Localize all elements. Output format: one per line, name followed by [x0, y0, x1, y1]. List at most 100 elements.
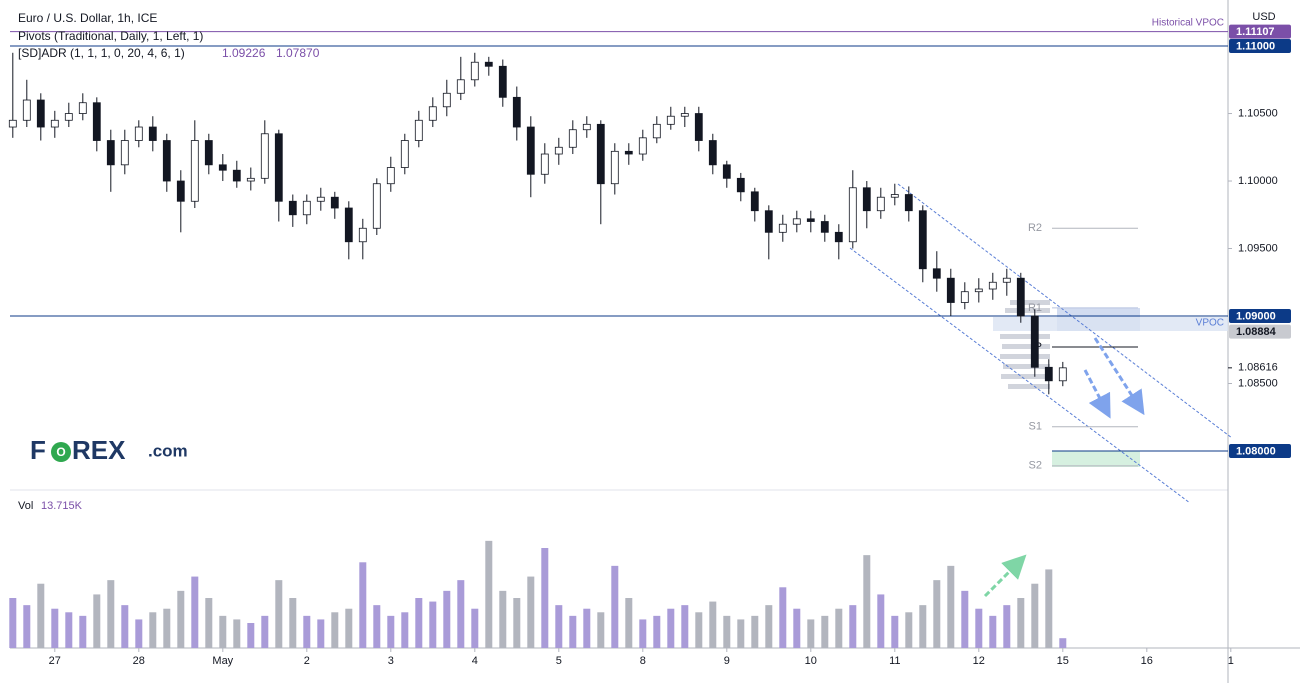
candle-body — [106, 140, 115, 166]
x-tick-label: 1 — [1228, 655, 1234, 667]
volume-bar — [597, 612, 605, 648]
candle-body — [246, 177, 255, 182]
candle-body — [1030, 315, 1039, 368]
candle-body — [862, 187, 871, 212]
volume-bar — [23, 605, 31, 648]
level-label: 1.11000 — [1236, 40, 1275, 52]
volume-bar — [611, 565, 619, 648]
profile-bar — [1000, 334, 1050, 339]
candle-body — [288, 200, 297, 216]
volume-bar — [261, 615, 269, 648]
x-tick-label: 3 — [388, 655, 394, 667]
pivot-label: R2 — [1028, 222, 1042, 234]
candles-layer — [8, 52, 1067, 648]
volume-bar — [499, 590, 507, 648]
volume-bar — [541, 548, 549, 648]
volume-bar — [667, 608, 675, 648]
volume-bar — [51, 608, 59, 648]
pivot-label: S2 — [1029, 460, 1042, 472]
y-tick-label: 1.10500 — [1238, 107, 1278, 119]
candle-body — [778, 223, 787, 233]
candle-body — [204, 140, 213, 166]
volume-bar — [877, 594, 885, 648]
volume-bar — [653, 615, 661, 648]
level-label: 1.09000 — [1236, 310, 1276, 322]
chart-title: Euro / U.S. Dollar, 1h, ICE — [18, 11, 157, 25]
volume-bar — [835, 608, 843, 648]
volume-bar — [807, 619, 815, 648]
candle-body — [596, 123, 605, 185]
candle-body — [358, 227, 367, 243]
volume-bar — [569, 615, 577, 648]
candle-body — [400, 140, 409, 168]
logo-text: F — [30, 435, 46, 465]
candle-body — [386, 167, 395, 185]
candle-body — [36, 99, 45, 128]
volume-bar — [247, 623, 255, 648]
candle-body — [162, 140, 171, 182]
candle-body — [120, 140, 129, 166]
volume-bar — [1003, 605, 1011, 648]
y-tick-label: 1.09500 — [1238, 242, 1278, 254]
candle-body — [960, 291, 969, 303]
candle-body — [764, 210, 773, 233]
candle-body — [1058, 367, 1067, 382]
volume-bar — [709, 601, 717, 648]
volume-bar — [695, 612, 703, 648]
logo-coin-letter: O — [56, 445, 65, 459]
candle-body — [512, 96, 521, 128]
candle-body — [78, 102, 87, 114]
volume-bar — [107, 580, 115, 648]
volume-bar — [345, 608, 353, 648]
candle-body — [414, 119, 423, 141]
candle-body — [260, 133, 269, 179]
volume-bar — [975, 608, 983, 648]
candle-body — [526, 126, 535, 175]
volume-bar — [555, 605, 563, 648]
volume-bar — [9, 598, 17, 648]
volume-bar — [681, 605, 689, 648]
channel-lower — [849, 247, 1191, 504]
x-tick-label: May — [212, 655, 233, 667]
volume-bar — [471, 608, 479, 648]
volume-bar — [149, 612, 157, 648]
volume-bar — [513, 598, 521, 648]
indicator-label: [SD]ADR (1, 1, 1, 0, 20, 4, 6, 1) — [18, 46, 185, 60]
volume-bar — [373, 605, 381, 648]
volume-bar — [849, 605, 857, 648]
volume-bar — [989, 615, 997, 648]
volume-bar — [429, 601, 437, 648]
volume-bar — [1017, 598, 1025, 648]
candle-body — [232, 169, 241, 182]
candle-body — [456, 79, 465, 94]
volume-label: Vol — [18, 500, 33, 512]
candle-body — [750, 191, 759, 212]
candle-body — [918, 210, 927, 270]
volume-bar — [919, 605, 927, 648]
volume-bar — [401, 612, 409, 648]
volume-arrow — [983, 554, 1027, 598]
overlay-label: Historical VPOC — [1152, 18, 1224, 29]
profile-bar — [1001, 374, 1050, 379]
volume-bar — [933, 580, 941, 648]
volume-bar — [135, 619, 143, 648]
currency-label: USD — [1252, 11, 1275, 23]
x-tick-label: 5 — [556, 655, 562, 667]
x-tick-label: 27 — [49, 655, 61, 667]
volume-bar — [1045, 569, 1053, 648]
pivot-label: R1 — [1028, 302, 1042, 314]
volume-bar — [1059, 638, 1067, 648]
candle-body — [554, 146, 563, 155]
target-zone — [1052, 451, 1140, 467]
level-box — [1229, 324, 1291, 339]
x-tick-label: 16 — [1141, 655, 1153, 667]
x-tick-label: 9 — [724, 655, 730, 667]
volume-profile — [1000, 300, 1050, 389]
level-box — [1229, 309, 1291, 324]
volume-bar — [443, 590, 451, 648]
candle-body — [22, 99, 31, 121]
volume-bar — [821, 615, 829, 648]
candle-body — [330, 196, 339, 209]
level-box — [1229, 39, 1291, 54]
candle-body — [708, 140, 717, 166]
